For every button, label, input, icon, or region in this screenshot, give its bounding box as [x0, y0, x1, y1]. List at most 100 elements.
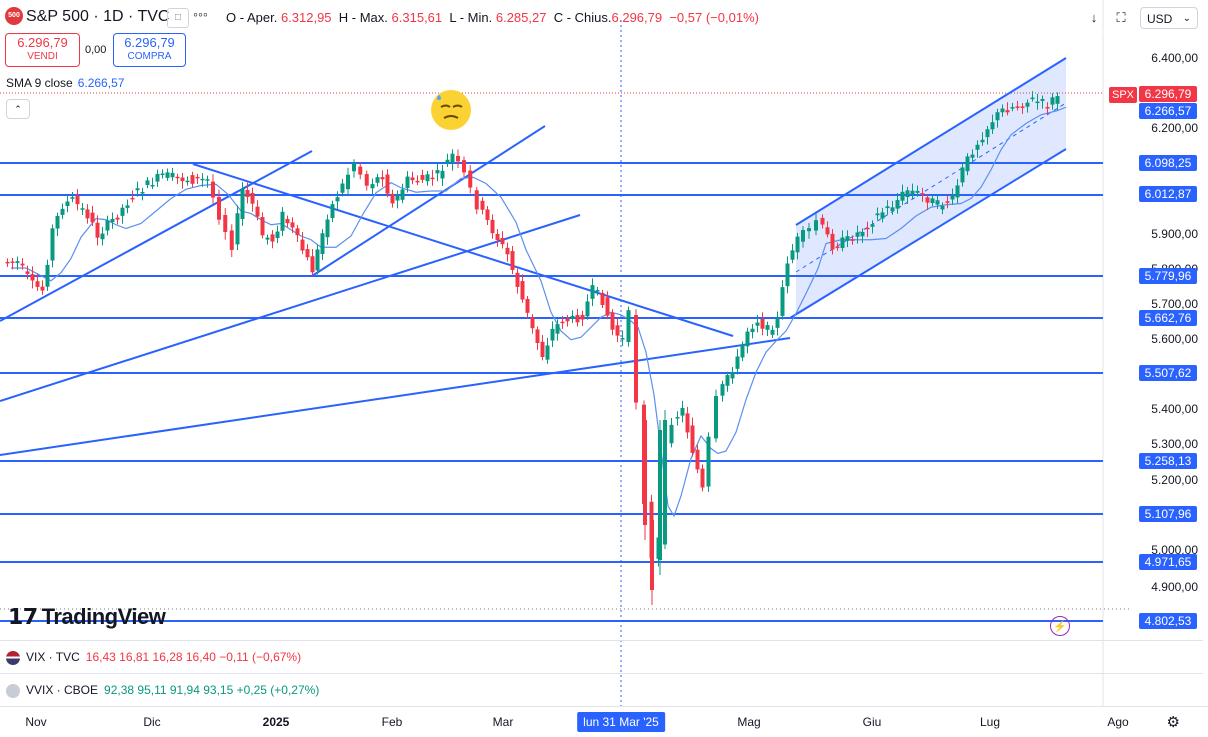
- candle-body: [211, 181, 215, 198]
- candle-body: [35, 281, 40, 287]
- candle-body: [85, 209, 90, 219]
- time-axis[interactable]: Nov Dic 2025 Feb Mar lun 31 Mar '25 Mag …: [0, 706, 1208, 737]
- candle-body: [814, 220, 818, 231]
- currency-select[interactable]: USD ⌄: [1140, 7, 1198, 29]
- trend-line: [0, 337, 791, 456]
- candle-body: [310, 256, 315, 273]
- settings-icon[interactable]: ⚙: [1166, 714, 1180, 731]
- symbol-title[interactable]: S&P 500 · 1D · TVC: [26, 8, 170, 25]
- candle-body: [185, 180, 190, 183]
- candle-body: [30, 274, 35, 281]
- candle-body: [1050, 97, 1055, 105]
- candle-body: [626, 310, 631, 343]
- candle-body: [65, 201, 70, 207]
- level-tag[interactable]: 6.012,87: [1139, 186, 1197, 202]
- level-tag[interactable]: 6.098,25: [1139, 155, 1197, 171]
- level-tag[interactable]: 5.779,96: [1139, 268, 1197, 284]
- candle-body: [615, 325, 620, 336]
- sma-line: [11, 106, 1067, 518]
- candle-body: [900, 191, 905, 201]
- time-label: Giu: [862, 715, 882, 729]
- candle-body: [685, 413, 690, 433]
- candle-body: [545, 345, 550, 360]
- flash-icon[interactable]: ⚡: [1050, 616, 1070, 636]
- candle-body: [860, 231, 865, 237]
- time-label: Ago: [1107, 715, 1129, 729]
- candle-body: [990, 122, 995, 130]
- candle-body: [1010, 107, 1015, 109]
- candle-body: [100, 233, 105, 240]
- buy-button[interactable]: 6.296,79 COMPRA: [113, 33, 186, 67]
- candle-body: [935, 200, 940, 205]
- time-label: Mag: [737, 715, 761, 729]
- level-tag[interactable]: 5.258,13: [1139, 453, 1197, 469]
- candle-body: [965, 156, 970, 172]
- price-chart[interactable]: [0, 0, 1208, 706]
- pane-name: VIX · TVC: [26, 650, 80, 664]
- emoji-sticker-icon[interactable]: [431, 90, 471, 130]
- symbol-logo: 500: [5, 7, 23, 25]
- candle-body: [915, 190, 920, 193]
- candle-body: [175, 176, 180, 179]
- sma-price-tag: 6.266,57: [1139, 103, 1197, 119]
- candle-body: [485, 209, 490, 220]
- candle-body: [1000, 108, 1005, 113]
- candle-body: [830, 233, 835, 250]
- candle-body: [125, 205, 130, 208]
- candle-body: [40, 286, 45, 291]
- candle-body: [850, 239, 855, 241]
- candle-body: [865, 227, 870, 230]
- vvix-pane[interactable]: VVIX · CBOE 92,38 95,11 91,94 93,15 +0,25…: [0, 673, 1203, 706]
- symbol-tag: SPX: [1109, 87, 1137, 103]
- download-icon[interactable]: ↓: [1090, 10, 1098, 25]
- candle-body: [807, 228, 811, 232]
- candle-body: [650, 520, 654, 590]
- channel-fill: [796, 58, 1066, 316]
- level-tag[interactable]: 4.802,53: [1139, 613, 1197, 629]
- candle-body: [610, 312, 615, 330]
- candle-body: [658, 430, 662, 560]
- candle-body: [315, 249, 320, 271]
- candle-body: [925, 197, 930, 203]
- pane-name: VVIX · CBOE: [26, 683, 99, 697]
- candle-body: [295, 228, 300, 236]
- candle-body: [105, 220, 110, 231]
- sell-button[interactable]: 6.296,79 VENDI: [5, 33, 80, 67]
- level-tag[interactable]: 5.507,62: [1139, 365, 1197, 381]
- candle-body: [450, 153, 455, 163]
- candle-body: [385, 174, 390, 194]
- candle-body: [580, 314, 585, 320]
- candle-body: [395, 195, 400, 201]
- candle-body: [190, 175, 195, 184]
- level-tag[interactable]: 4.971,65: [1139, 554, 1197, 570]
- candle-body: [425, 174, 430, 182]
- time-label: Feb: [381, 715, 403, 729]
- collapse-icon[interactable]: ⌃: [6, 99, 30, 119]
- candle-body: [730, 372, 735, 379]
- level-tag[interactable]: 5.107,96: [1139, 506, 1197, 522]
- more-icon[interactable]: ◦◦◦: [193, 6, 208, 22]
- candle-body: [669, 424, 674, 444]
- sma-value: 6.266,57: [77, 76, 125, 90]
- candle-body: [975, 144, 980, 150]
- sma-legend[interactable]: SMA 9 close 6.266,57: [6, 76, 124, 90]
- candle-body: [305, 249, 310, 258]
- candle-body: [205, 179, 210, 181]
- candle-body: [1040, 99, 1045, 101]
- candle-body: [885, 206, 890, 209]
- add-icon[interactable]: □: [167, 8, 189, 28]
- candle-body: [845, 236, 850, 241]
- candle-body: [110, 218, 115, 223]
- candle-body: [770, 329, 775, 335]
- candle-body: [364, 174, 369, 186]
- fullscreen-icon[interactable]: ⛶: [1116, 10, 1126, 25]
- candle-body: [740, 344, 745, 358]
- level-tag[interactable]: 5.662,76: [1139, 310, 1197, 326]
- candle-body: [223, 214, 228, 233]
- candle-body: [855, 232, 860, 237]
- us-flag-icon: [6, 650, 20, 665]
- channel-lower-line: [789, 148, 1067, 319]
- tradingview-watermark[interactable]: 𝟭𝟳 TradingView: [8, 604, 166, 630]
- channel-mid-line: [795, 102, 1067, 273]
- vix-pane[interactable]: VIX · TVC 16,43 16,81 16,28 16,40 −0,11 (…: [0, 640, 1203, 673]
